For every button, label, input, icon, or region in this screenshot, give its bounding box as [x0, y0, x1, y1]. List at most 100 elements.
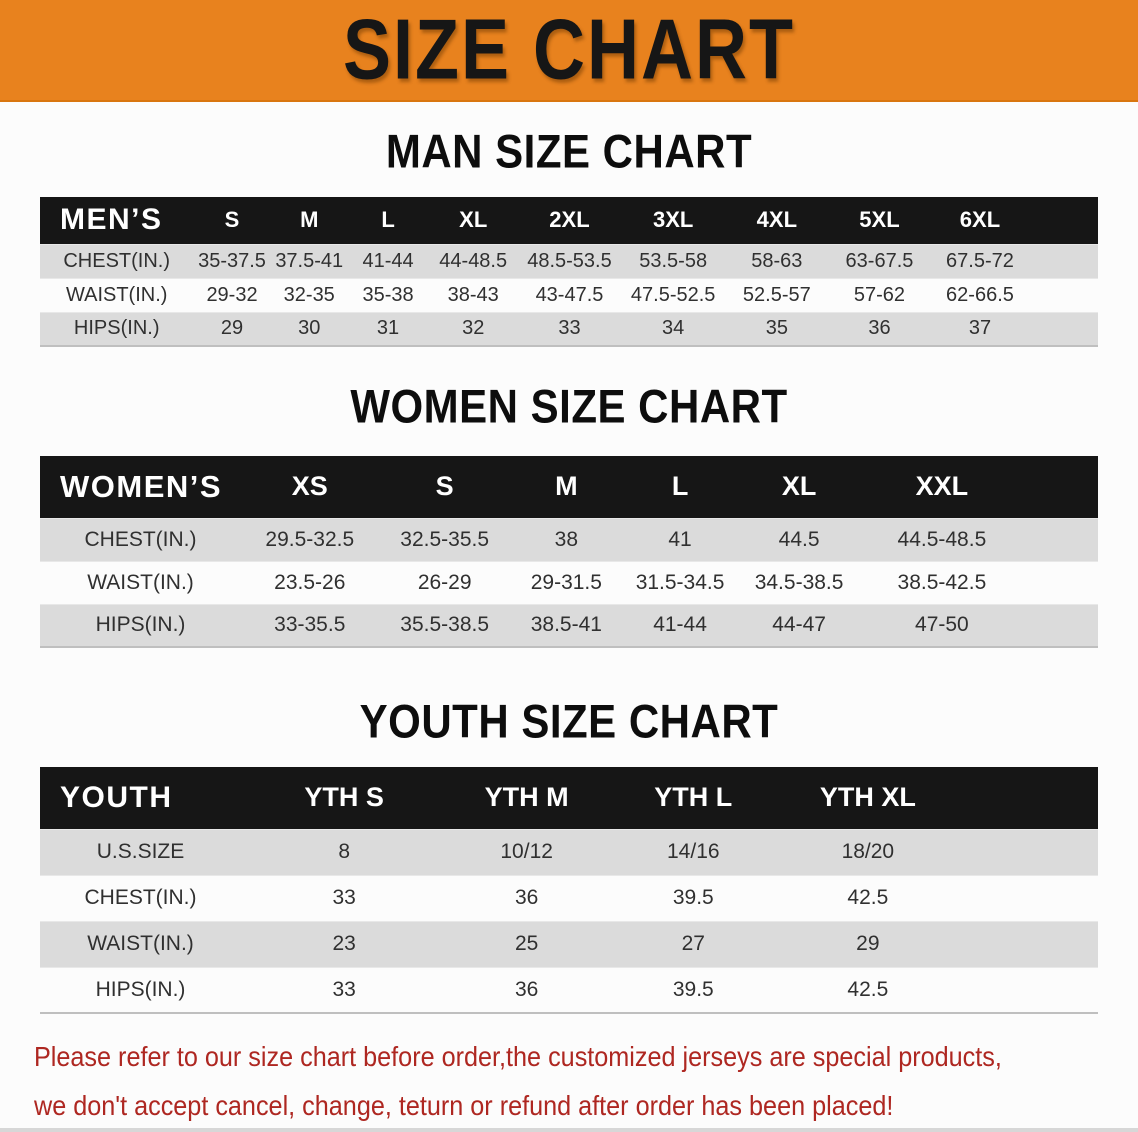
table-row: CHEST(IN.) 33 36 39.5 42.5 [40, 875, 1098, 921]
value-cell: 32-35 [283, 283, 335, 306]
value-cell: 37.5-41 [275, 249, 344, 272]
value-cell: 42.5 [847, 886, 889, 909]
value-cell: 38 [554, 527, 579, 551]
value-cell: 33 [332, 886, 356, 909]
row-label-cell: CHEST(IN.) [84, 886, 197, 909]
row-label-cell: CHEST(IN.) [63, 249, 171, 272]
row-label-cell: HIPS(IN.) [95, 977, 186, 1001]
row-spacer [955, 921, 1098, 967]
size-header-cell: M [270, 197, 348, 244]
size-header-cell: 6XL [930, 197, 1030, 244]
value-cell: 47.5-52.5 [630, 283, 716, 306]
page-title: SIZE CHART [343, 2, 795, 98]
value-cell: 23 [332, 932, 356, 955]
value-cell: 23.5-26 [274, 570, 346, 594]
table-row: WAIST(IN.) 23.5-26 26-29 29-31.5 31.5-34… [40, 561, 1098, 604]
value-cell: 52.5-57 [742, 283, 811, 306]
youth-header-row: YOUTH YTH S YTH M YTH L YTH XL [40, 767, 1098, 829]
value-cell: 48.5-53.5 [527, 249, 612, 272]
row-spacer [955, 875, 1098, 921]
disclaimer: Please refer to our size chart before or… [0, 1032, 1138, 1130]
row-spacer [955, 829, 1098, 875]
size-header-cell: YTH M [447, 767, 606, 829]
value-cell: 34 [662, 317, 685, 340]
men-section-title: MAN SIZE CHART [385, 125, 753, 178]
value-cell: 38-43 [447, 283, 499, 306]
row-label-cell: CHEST(IN.) [84, 527, 197, 551]
size-header-cell: S [193, 197, 271, 244]
size-header-cell: 5XL [828, 197, 931, 244]
table-row: CHEST(IN.) 35-37.5 37.5-41 41-44 44-48.5… [40, 244, 1098, 278]
value-cell: 43-47.5 [535, 283, 604, 306]
women-section-title: WOMEN SIZE CHART [350, 380, 788, 433]
value-cell: 39.5 [672, 977, 714, 1001]
value-cell: 32 [462, 317, 485, 340]
row-label-cell: U.S.SIZE [96, 840, 185, 863]
size-header-cell: YTH S [241, 767, 448, 829]
table-row: CHEST(IN.) 29.5-32.5 32.5-35.5 38 41 44.… [40, 518, 1098, 561]
value-cell: 37 [968, 317, 992, 340]
value-cell: 38.5-41 [530, 613, 602, 637]
size-header-cell: YTH L [606, 767, 781, 829]
value-cell: 29-32 [206, 283, 258, 306]
size-header-cell: XL [738, 456, 860, 518]
size-header-cell: L [347, 197, 429, 244]
value-cell: 14/16 [667, 840, 720, 863]
value-cell: 33-35.5 [274, 613, 346, 637]
value-cell: 44-48.5 [439, 249, 508, 272]
value-cell: 31 [376, 317, 400, 340]
value-cell: 42.5 [847, 977, 889, 1001]
men-header-row: MEN’S S M L XL 2XL 3XL 4XL 5XL 6XL [40, 197, 1098, 244]
row-spacer [1029, 312, 1098, 346]
header-spacer [1029, 197, 1098, 244]
value-cell: 41-44 [362, 249, 414, 272]
value-cell: 18/20 [841, 840, 895, 863]
size-header-cell: S [378, 456, 511, 518]
value-cell: 8 [338, 840, 350, 863]
women-size-table: WOMEN’S XS S M L XL XXL CHEST(IN.) 29.5-… [40, 456, 1098, 648]
value-cell: 44-47 [772, 613, 826, 637]
row-label-cell: WAIST(IN.) [87, 570, 194, 594]
row-spacer [1029, 278, 1098, 312]
value-cell: 29 [856, 932, 880, 955]
value-cell: 31.5-34.5 [635, 570, 725, 594]
value-cell: 36 [514, 886, 539, 909]
youth-group-label: YOUTH [40, 767, 242, 829]
value-cell: 41-44 [653, 613, 707, 637]
youth-size-table: YOUTH YTH S YTH M YTH L YTH XL U.S.SIZE … [40, 767, 1098, 1014]
value-cell: 29-31.5 [530, 570, 602, 594]
value-cell: 32.5-35.5 [400, 527, 490, 551]
value-cell: 35-38 [362, 283, 414, 306]
row-label-cell: WAIST(IN.) [65, 283, 168, 306]
value-cell: 35.5-38.5 [400, 613, 490, 637]
row-spacer [1024, 561, 1098, 604]
value-cell: 63-67.5 [845, 249, 914, 272]
value-cell: 10/12 [500, 840, 553, 863]
value-cell: 30 [298, 317, 321, 340]
value-cell: 29.5-32.5 [265, 527, 355, 551]
value-cell: 27 [681, 932, 705, 955]
women-group-label: WOMEN’S [40, 456, 242, 518]
size-header-cell: 3XL [620, 197, 726, 244]
value-cell: 34.5-38.5 [754, 570, 844, 594]
value-cell: 38.5-42.5 [897, 570, 987, 594]
value-cell: 57-62 [853, 283, 906, 306]
row-label-cell: HIPS(IN.) [95, 613, 186, 637]
table-row: HIPS(IN.) 33-35.5 35.5-38.5 38.5-41 41-4… [40, 604, 1098, 647]
value-cell: 39.5 [672, 886, 714, 909]
men-size-table: MEN’S S M L XL 2XL 3XL 4XL 5XL 6XL CHEST… [40, 197, 1098, 347]
size-header-cell: 4XL [725, 197, 829, 244]
value-cell: 29 [220, 317, 244, 340]
bottom-edge-strip [0, 1128, 1138, 1132]
table-row: U.S.SIZE 8 10/12 14/16 18/20 [40, 829, 1098, 875]
size-header-cell: XS [241, 456, 379, 518]
youth-section-title: YOUTH SIZE CHART [359, 695, 779, 748]
value-cell: 44.5 [778, 527, 820, 551]
value-cell: 26-29 [417, 570, 472, 594]
disclaimer-line-2: we don't accept cancel, change, teturn o… [34, 1090, 894, 1121]
value-cell: 36 [514, 977, 539, 1001]
size-header-cell: YTH XL [780, 767, 956, 829]
disclaimer-line-1: Please refer to our size chart before or… [34, 1041, 1002, 1072]
men-group-label: MEN’S [40, 197, 194, 244]
table-row: WAIST(IN.) 29-32 32-35 35-38 38-43 43-47… [40, 278, 1098, 312]
